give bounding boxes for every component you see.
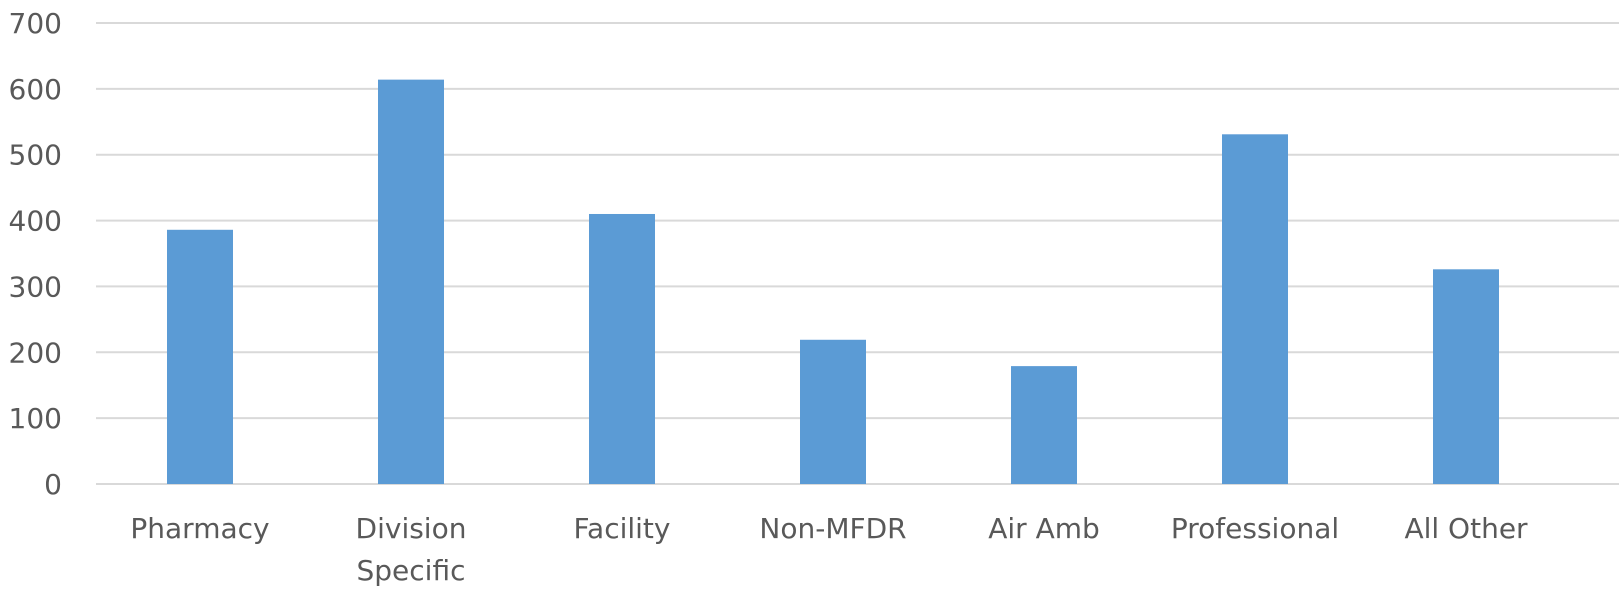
x-category-label: Division Specific [356,512,467,587]
x-category-label: Facility [574,512,671,545]
x-category-label-line: Non-MFDR [759,512,906,545]
y-tick-label: 100 [9,402,62,435]
x-category-label-line: Division [356,512,467,545]
x-category-label-line: Air Amb [988,512,1100,545]
x-category-label-line: Facility [574,512,671,545]
bar-5 [1222,134,1288,484]
x-category-label: All Other [1404,512,1528,545]
x-category-label: Non-MFDR [759,512,906,545]
bar-6 [1433,269,1499,484]
bar-4 [1011,366,1077,484]
bars [167,79,1499,484]
y-tick-label: 600 [9,73,62,106]
y-tick-label: 500 [9,139,62,172]
x-axis-category-labels: Pharmacy Division Specific Facility Non-MFDR… [130,512,1528,587]
x-category-label-line: Professional [1171,512,1339,545]
bar-1 [378,79,444,484]
y-tick-label: 400 [9,205,62,238]
x-category-label-line: Pharmacy [130,512,269,545]
y-axis-tick-labels: 0 100 200 300 400 500 600 700 [9,7,62,501]
y-tick-label: 200 [9,336,62,369]
x-category-label: Pharmacy [130,512,269,545]
bar-3 [800,339,866,484]
bar-0 [167,229,233,484]
x-category-label: Professional [1171,512,1339,545]
x-category-label: Air Amb [988,512,1100,545]
bar-2 [589,213,655,484]
x-category-label-line: All Other [1404,512,1528,545]
y-tick-label: 700 [9,7,62,40]
x-category-label-line: Specific [357,554,466,587]
y-tick-label: 300 [9,270,62,303]
y-tick-label: 0 [44,468,62,501]
